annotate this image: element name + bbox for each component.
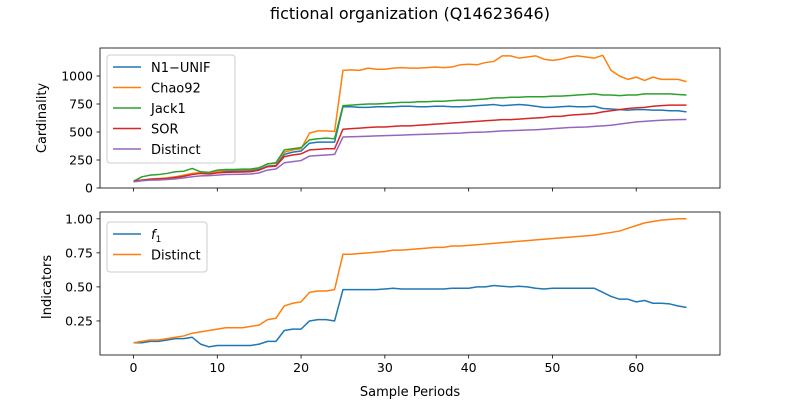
top-series-line-0 <box>133 103 687 183</box>
bottom-y-tick-label: 0.75 <box>65 245 93 260</box>
top-legend-label-0: N1−UNIF <box>151 61 210 76</box>
bottom-legend-label-0: f1 <box>151 228 161 245</box>
bottom-series-line-0 <box>133 284 687 348</box>
top-legend-label-4: Distinct <box>151 143 201 158</box>
top-axes-frame <box>99 47 721 189</box>
top-series-line-2 <box>133 93 687 182</box>
top-y-tick-label: 1000 <box>61 69 93 84</box>
top-y-axis-label: Cardinality <box>35 83 50 154</box>
top-y-tick-label: 750 <box>69 97 93 112</box>
bottom-x-tick-label: 0 <box>130 360 138 375</box>
bottom-legend-box <box>106 221 208 273</box>
bottom-x-axis-label: Sample Periods <box>360 385 460 400</box>
top-series-line-4 <box>133 118 687 183</box>
bottom-y-tick-label: 1.00 <box>65 211 93 226</box>
top-legend-label-2: Jack1 <box>150 102 186 117</box>
figure-title: fictional organization (Q14623646) <box>270 4 550 23</box>
top-legend-label-3: SOR <box>151 123 179 138</box>
bottom-x-tick-label: 40 <box>461 360 477 375</box>
bottom-panel: Indicators Sample Periods 0 10 20 30 40 50 60 0… <box>40 211 721 400</box>
bottom-series-line-1 <box>133 218 687 344</box>
bottom-y-tick-label: 0.25 <box>65 313 93 328</box>
bottom-x-tick-label: 20 <box>293 360 309 375</box>
bottom-x-tick-label: 50 <box>544 360 560 375</box>
bottom-y-axis-label: Indicators <box>40 255 55 319</box>
bottom-y-tick-label: 0.50 <box>65 279 93 294</box>
bottom-legend-label-1: Distinct <box>151 249 201 264</box>
bottom-x-tick-label: 60 <box>628 360 644 375</box>
top-series-line-3 <box>133 104 687 183</box>
top-y-tick-label: 250 <box>69 153 93 168</box>
bottom-x-tick-label: 10 <box>209 360 225 375</box>
bottom-axes-frame <box>99 211 721 356</box>
top-legend-label-1: Chao92 <box>151 82 201 97</box>
top-y-tick-label: 500 <box>69 125 93 140</box>
top-panel: Cardinality 0 250 500 750 1000 N1−UNIF Chao92 J… <box>35 47 721 196</box>
top-y-tick-label: 0 <box>85 181 93 196</box>
top-legend-box <box>106 54 236 164</box>
bottom-x-tick-label: 30 <box>377 360 393 375</box>
